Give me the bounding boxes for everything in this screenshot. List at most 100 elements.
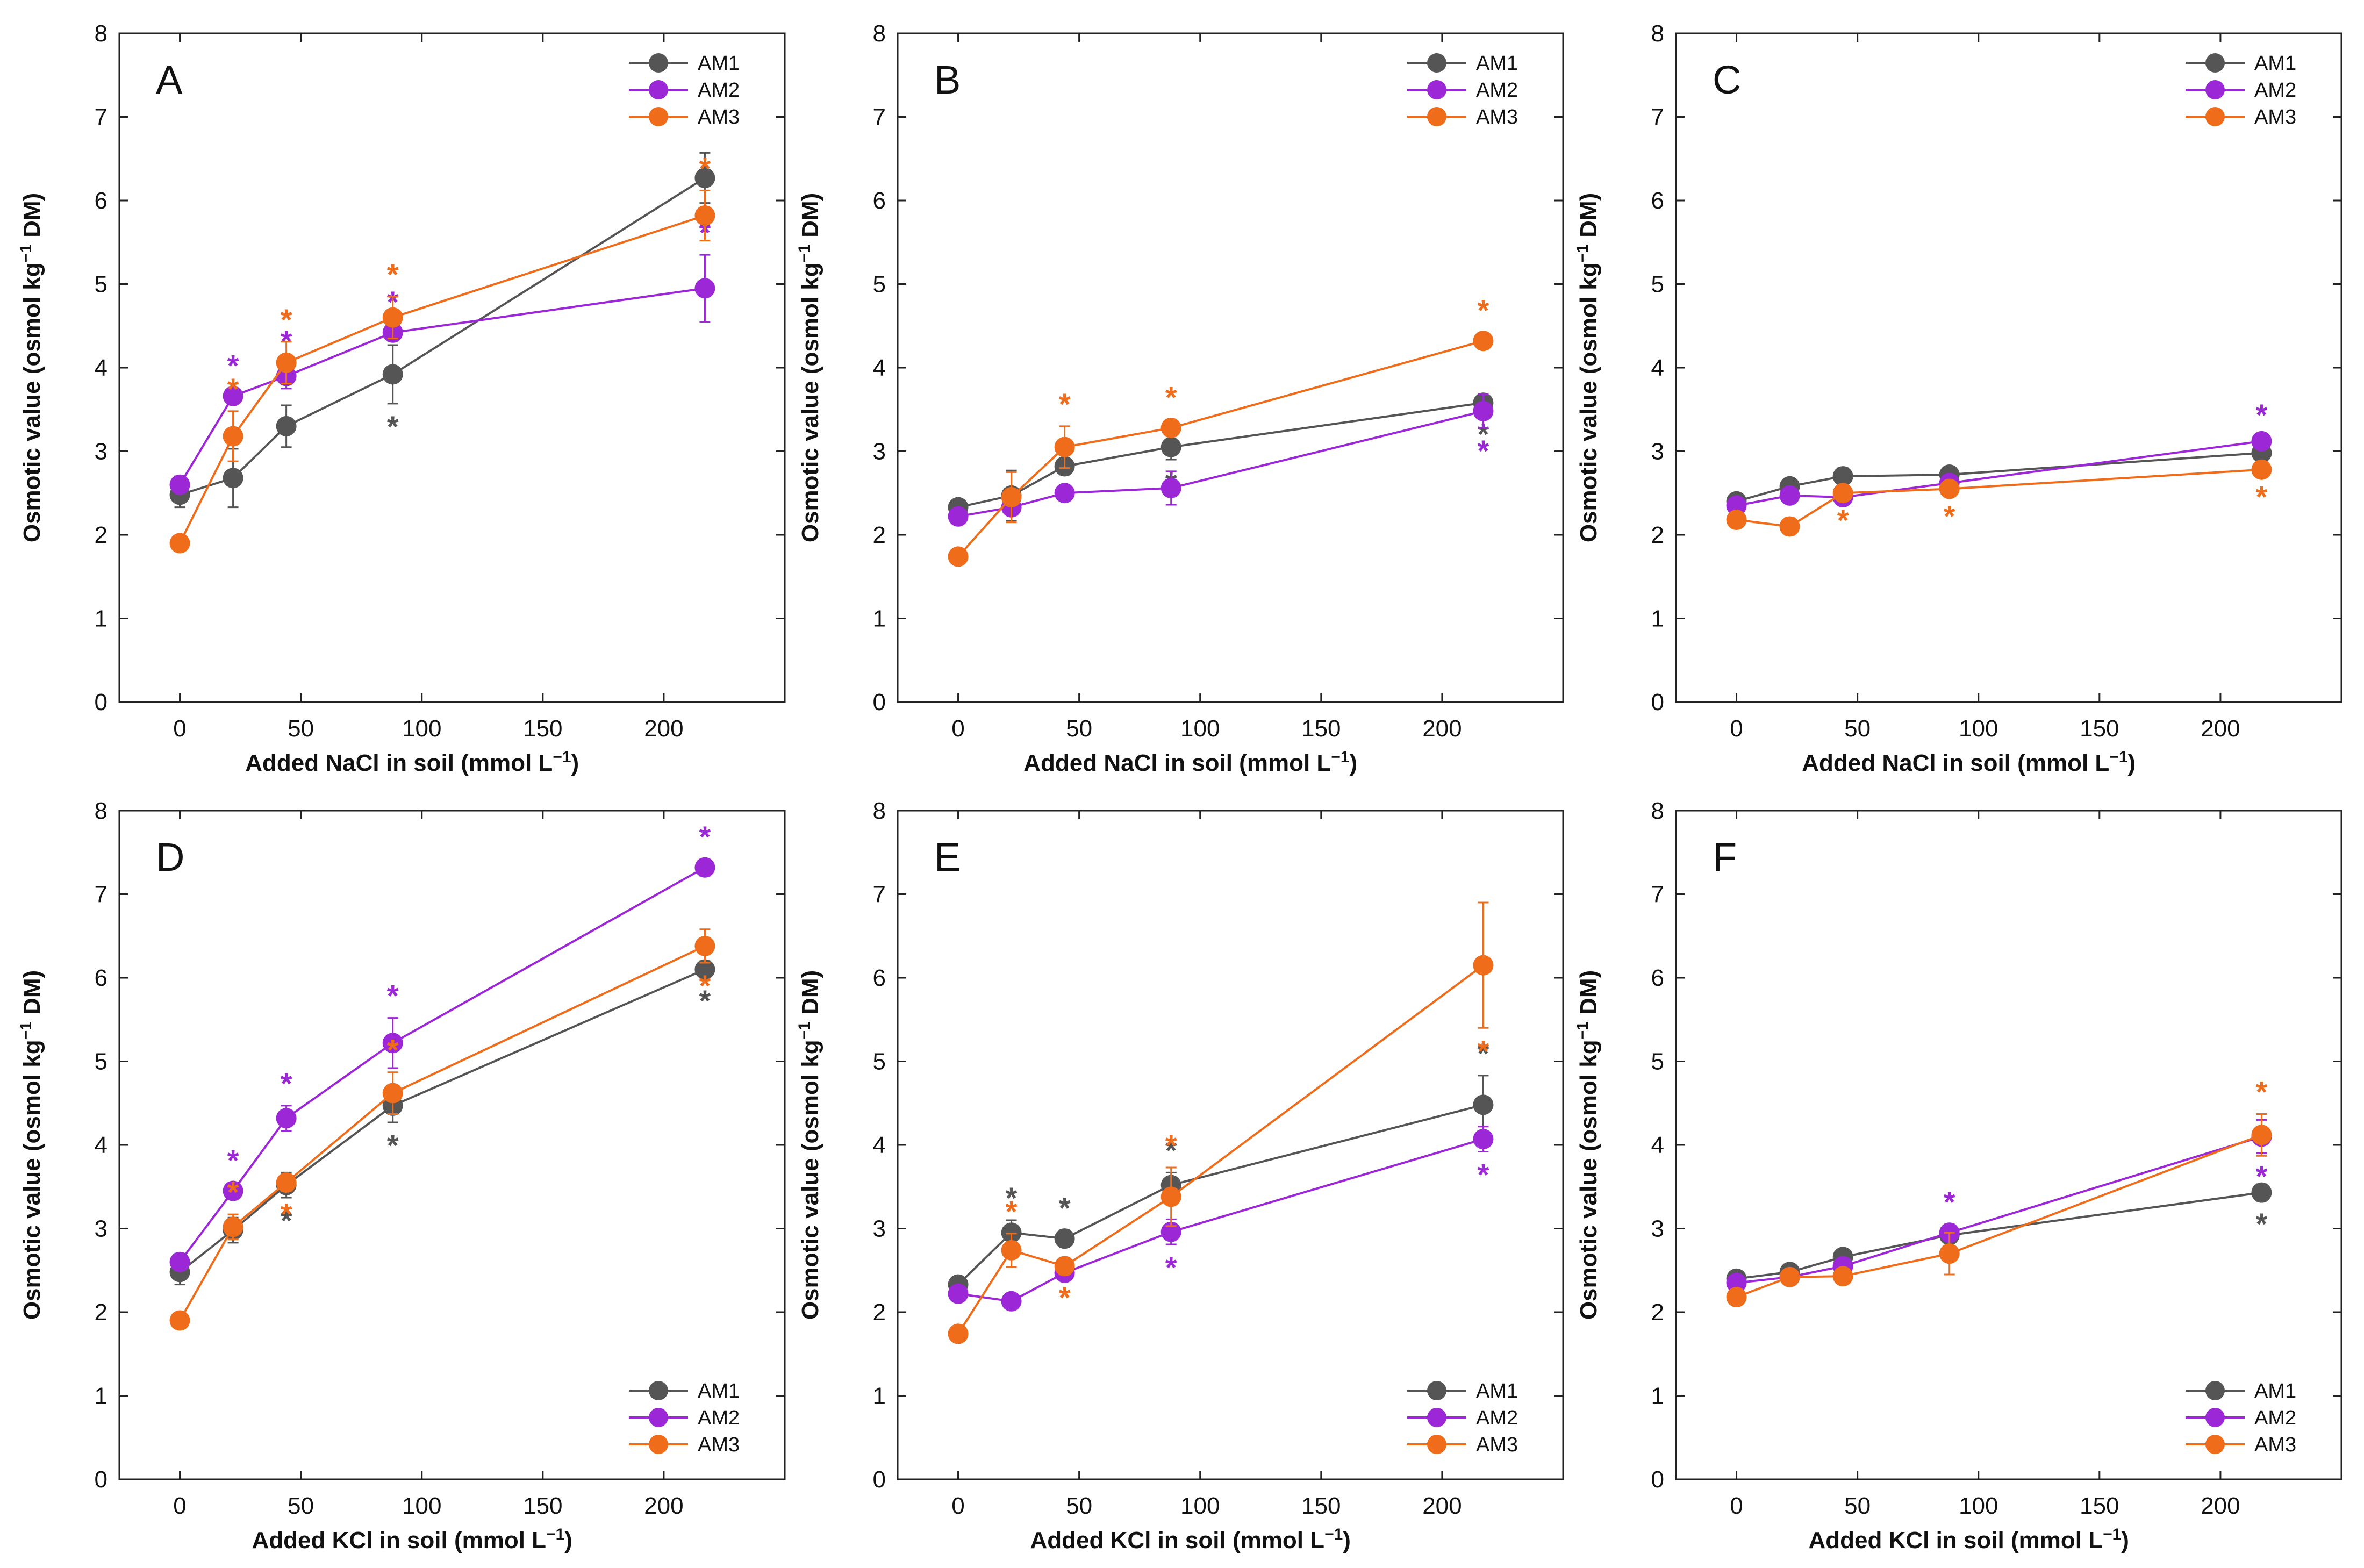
legend-marker: [649, 1435, 668, 1454]
legend: AM1 AM2 AM3: [629, 52, 740, 128]
series-line: [1736, 440, 2262, 507]
panel-letter: D: [156, 835, 184, 879]
legend: AM1 AM2 AM3: [2186, 52, 2296, 128]
y-tick-label: 0: [95, 689, 108, 715]
legend-label: AM2: [698, 79, 740, 102]
significance-star: *: [1837, 503, 1849, 537]
x-tick-label: 50: [288, 1493, 314, 1519]
data-point: [1779, 1266, 1800, 1287]
y-tick-label: 1: [873, 606, 886, 632]
series-am3: * **: [1726, 459, 2272, 537]
x-tick-label: 0: [951, 1493, 964, 1519]
x-tick-label: 150: [2080, 715, 2119, 742]
data-point: [223, 385, 243, 406]
y-tick-label: 4: [1651, 1132, 1664, 1158]
series-am2: **: [948, 1126, 1494, 1312]
significance-star: *: [1478, 434, 1489, 468]
series-line: [957, 340, 1484, 557]
data-point: [1054, 1228, 1075, 1249]
legend-marker: [2205, 107, 2225, 126]
significance-star: *: [387, 257, 399, 291]
y-tick-label: 3: [95, 439, 108, 465]
data-point: [2251, 431, 2272, 452]
y-tick-label: 0: [873, 689, 886, 715]
y-axis-title: Osmotic value (osmol kg−1 DM): [17, 193, 46, 542]
x-tick-label: 200: [2201, 1493, 2240, 1519]
series-am2: ****: [169, 820, 715, 1272]
panel-b: 0 1 2 3 4 5 6 7 8 0 50 100 150 200 Added NaCl in soil …: [796, 20, 1564, 776]
y-tick-label: 1: [873, 1383, 886, 1409]
y-tick-label: 7: [873, 882, 886, 908]
y-tick-label: 0: [95, 1466, 108, 1493]
significance-star: *: [1478, 417, 1489, 451]
data-point: [169, 1310, 190, 1331]
legend-label: AM3: [1476, 1434, 1518, 1456]
data-point: [276, 416, 297, 436]
series-am3: ****: [169, 928, 715, 1331]
series-line: [958, 402, 1484, 509]
x-tick-label: 150: [2080, 1493, 2119, 1519]
significance-star: *: [2256, 1075, 2268, 1108]
data-point: [382, 307, 403, 328]
series-line: [958, 410, 1484, 518]
data-point: [1160, 477, 1181, 498]
y-tick-label: 2: [873, 522, 886, 548]
y-tick-label: 2: [1651, 1299, 1664, 1326]
plot-frame: [897, 32, 1564, 703]
plot-frame: [1675, 32, 2342, 703]
x-tick-label: 50: [1066, 1493, 1092, 1519]
significance-star: *: [1165, 1250, 1177, 1284]
x-axis-title: Added NaCl in soil (mmol L−1): [245, 748, 579, 777]
series-am3: ****: [169, 151, 715, 554]
x-tick-label: 0: [173, 715, 186, 742]
data-point: [2251, 1182, 2272, 1203]
plot-frame: [1675, 810, 2342, 1480]
data-point: [1832, 1266, 1853, 1287]
series-am1: **: [169, 152, 715, 509]
series-am3: * **: [948, 293, 1494, 567]
y-tick-label: 1: [95, 1383, 108, 1409]
data-point: [276, 1172, 297, 1193]
y-axis-title: Osmotic value (osmol kg−1 DM): [796, 970, 824, 1320]
x-tick-label: 100: [1959, 1493, 1998, 1519]
significance-star: *: [227, 1143, 239, 1177]
data-point: [1779, 516, 1800, 537]
y-tick-label: 3: [1651, 439, 1664, 465]
legend-label: AM3: [2254, 106, 2296, 128]
data-point: [1001, 487, 1022, 508]
y-tick-label: 7: [95, 104, 108, 131]
data-point: [382, 1083, 403, 1104]
data-point: [1939, 478, 1960, 499]
x-tick-label: 100: [1180, 715, 1220, 742]
y-tick-label: 2: [95, 522, 108, 548]
series-line: [179, 177, 706, 496]
data-point: [169, 474, 190, 495]
legend: AM1 AM2 AM3: [1407, 1380, 1518, 1456]
legend-marker: [1427, 80, 1446, 99]
plot-frame: [118, 810, 786, 1480]
legend-label: AM3: [698, 1434, 740, 1456]
significance-star: *: [1478, 1034, 1489, 1068]
x-tick-label: 0: [1730, 715, 1743, 742]
series-line: [958, 1138, 1484, 1302]
data-point: [1001, 1222, 1022, 1243]
x-tick-label: 100: [1180, 1493, 1220, 1519]
legend-marker: [2205, 53, 2225, 73]
significance-star: *: [2256, 398, 2268, 432]
data-point: [1832, 466, 1853, 487]
data-point: [2251, 1125, 2272, 1145]
legend: AM1 AM2 AM3: [2186, 1380, 2296, 1456]
data-point: [1160, 1186, 1181, 1207]
legend: AM1 AM2 AM3: [1407, 52, 1518, 128]
x-tick-label: 150: [1301, 715, 1341, 742]
legend-label: AM1: [1476, 1380, 1518, 1402]
significance-star: *: [281, 1066, 292, 1100]
legend-label: AM1: [698, 52, 740, 75]
y-tick-label: 8: [873, 20, 886, 47]
y-tick-label: 6: [873, 965, 886, 991]
legend-marker: [649, 1381, 668, 1400]
series-line: [178, 287, 705, 485]
y-tick-label: 8: [1651, 798, 1664, 824]
plot-frame: [118, 32, 786, 703]
